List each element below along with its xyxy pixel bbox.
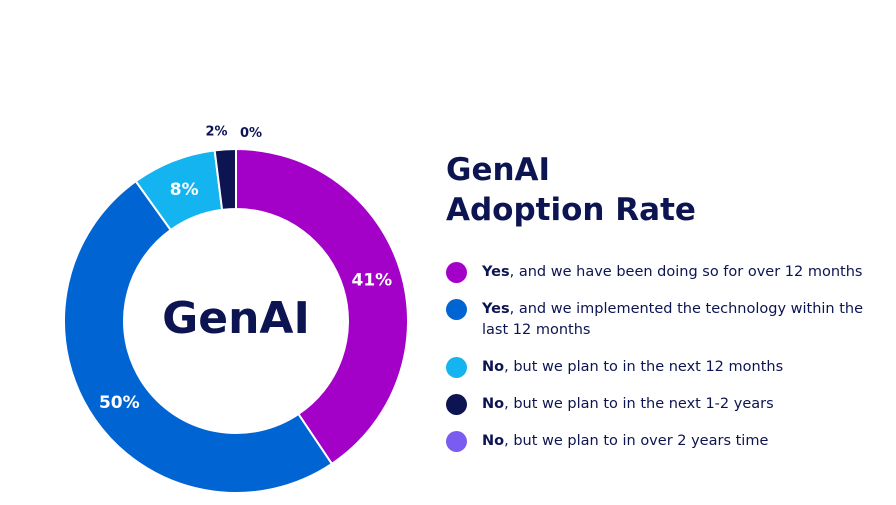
donut-center-label: GenAI: [162, 293, 310, 344]
chart-title-line-2: Adoption Rate: [446, 192, 696, 228]
chart-title: GenAI Adoption Rate: [446, 150, 866, 230]
legend-item-text: , but we plan to in over 2 years time: [504, 433, 769, 449]
donut-slice: [235, 147, 409, 466]
slice-value-label: 41%: [351, 271, 392, 291]
donut-slice: [213, 147, 237, 211]
chart-legend: Yes, and we have been doing so for over …: [446, 262, 866, 452]
slice-value-label: 50%: [99, 393, 140, 413]
legend-item: No, but we plan to in the next 1-2 years: [446, 394, 866, 415]
legend-item-text: , and we implemented the technology with…: [482, 301, 864, 338]
legend-item: No, but we plan to in over 2 years time: [446, 431, 866, 452]
legend-item-bold: No: [482, 433, 505, 449]
chart-title-line-1: GenAI: [446, 152, 551, 188]
donut-slice: [63, 179, 334, 494]
slice-value-label: 8%: [170, 180, 199, 200]
legend-marker: [446, 357, 467, 378]
legend-item-text: , and we have been doing so for over 12 …: [509, 264, 863, 280]
legend-item-text: , but we plan to in the next 1-2 years: [504, 396, 774, 412]
donut-slice-labels: 41% 50% 8% 2% 0%: [99, 124, 392, 413]
legend-marker: [446, 299, 467, 320]
legend-item: Yes, and we have been doing so for over …: [446, 262, 866, 283]
legend-marker: [446, 262, 467, 283]
slice-value-label: 2%: [206, 124, 228, 139]
slice-value-label: 0%: [240, 126, 262, 141]
legend-item-bold: Yes: [482, 301, 510, 317]
legend-item-bold: No: [482, 396, 505, 412]
legend-item: Yes, and we implemented the technology w…: [446, 299, 866, 341]
legend-item: No, but we plan to in the next 12 months: [446, 357, 866, 378]
legend-item-text: , but we plan to in the next 12 months: [504, 359, 784, 375]
legend-marker: [446, 431, 467, 452]
legend-marker: [446, 394, 467, 415]
legend-item-bold: No: [482, 359, 505, 375]
legend-item-bold: Yes: [482, 264, 510, 280]
donut-slices: [63, 147, 409, 494]
